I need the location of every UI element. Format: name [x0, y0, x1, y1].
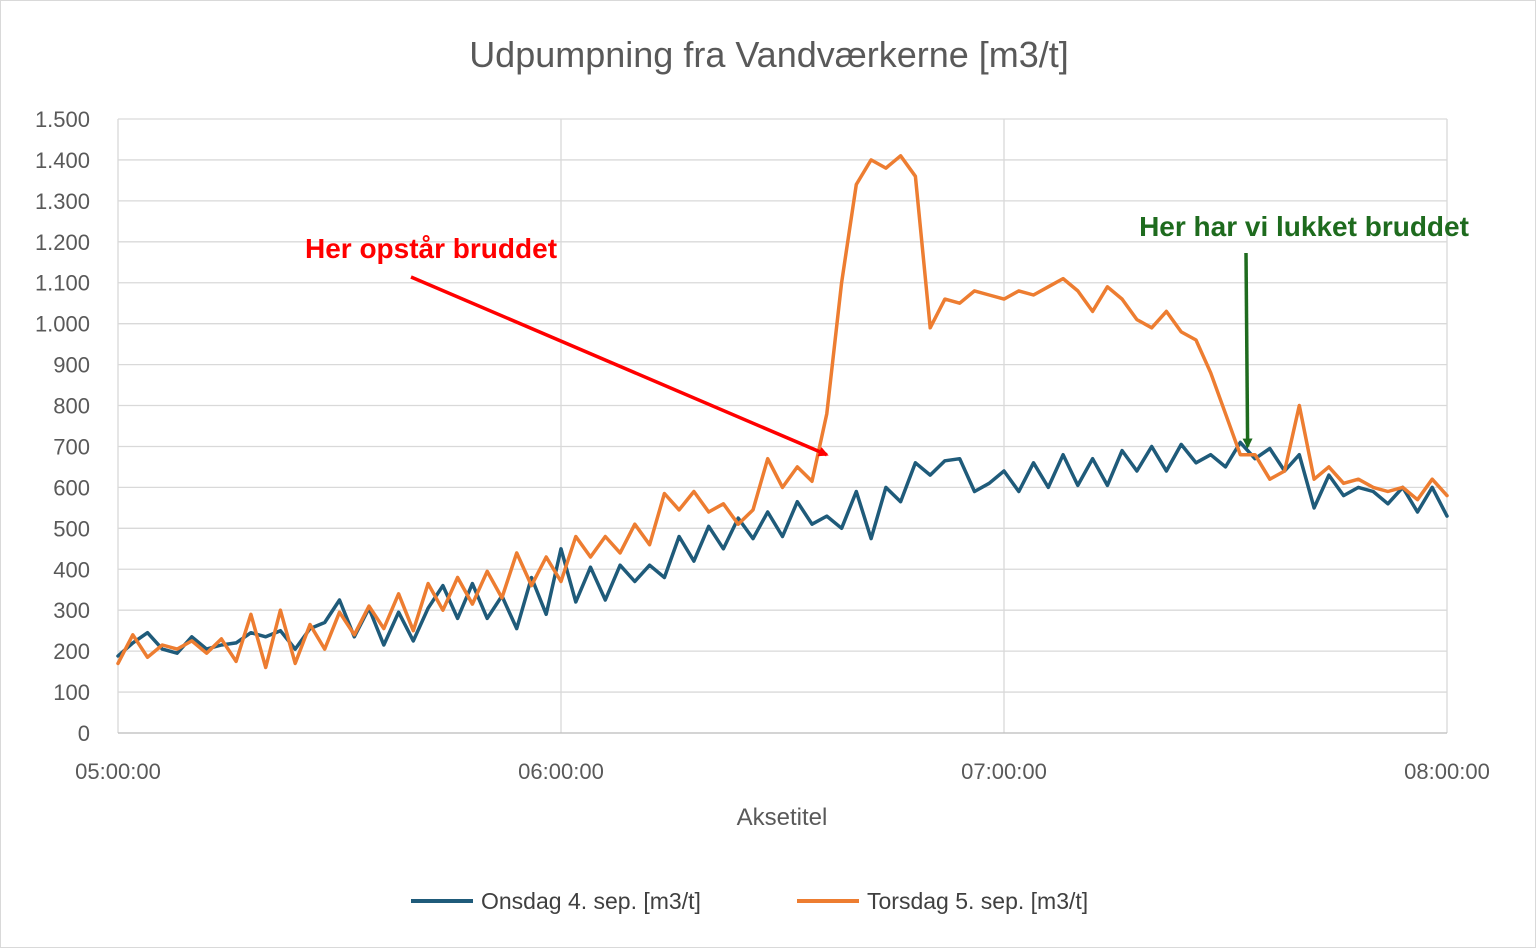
legend-label-1: Onsdag 4. sep. [m3/t] — [481, 888, 701, 914]
gridlines — [117, 118, 1448, 734]
y-tick-label: 400 — [53, 557, 90, 582]
chart-title: Udpumpning fra Vandværkerne [m3/t] — [469, 34, 1069, 75]
y-tick-label: 1.300 — [35, 189, 90, 214]
y-axis-ticks: 0 100 200 300 400 500 600 700 800 900 1.000 1.100 1.… — [35, 107, 90, 746]
annotation-arrow-1 — [410, 275, 829, 457]
y-tick-label: 1.200 — [35, 230, 90, 255]
y-tick-label: 800 — [53, 394, 90, 419]
y-tick-label: 100 — [53, 680, 90, 705]
x-axis-ticks: 05:00:00 06:00:00 07:00:00 08:00:00 — [75, 759, 1490, 784]
series-line-1 — [116, 440, 1449, 658]
legend: Onsdag 4. sep. [m3/t] Torsdag 5. sep. [m3… — [411, 888, 1088, 914]
y-tick-label: 0 — [78, 721, 90, 746]
y-tick-label: 900 — [53, 353, 90, 378]
x-tick-label: 05:00:00 — [75, 759, 161, 784]
series-layer — [116, 154, 1449, 670]
x-tick-label: 06:00:00 — [518, 759, 604, 784]
y-tick-label: 300 — [53, 598, 90, 623]
x-tick-label: 08:00:00 — [1404, 759, 1490, 784]
annotation-text-1: Her opstår bruddet — [305, 233, 557, 264]
annotations: Her opstår bruddet Her har vi lukket brud… — [305, 211, 1469, 457]
series-line-2 — [116, 154, 1449, 670]
annotation-arrow-2 — [1242, 252, 1253, 449]
annotation-text-2: Her har vi lukket bruddet — [1139, 211, 1469, 242]
x-tick-label: 07:00:00 — [961, 759, 1047, 784]
y-tick-label: 1.100 — [35, 271, 90, 296]
y-tick-label: 600 — [53, 475, 90, 500]
legend-label-2: Torsdag 5. sep. [m3/t] — [867, 888, 1088, 914]
y-tick-label: 700 — [53, 434, 90, 459]
y-tick-label: 1.400 — [35, 148, 90, 173]
y-tick-label: 500 — [53, 516, 90, 541]
y-tick-label: 200 — [53, 639, 90, 664]
y-tick-label: 1.000 — [35, 312, 90, 337]
y-tick-label: 1.500 — [35, 107, 90, 132]
x-axis-title: Aksetitel — [737, 804, 828, 831]
